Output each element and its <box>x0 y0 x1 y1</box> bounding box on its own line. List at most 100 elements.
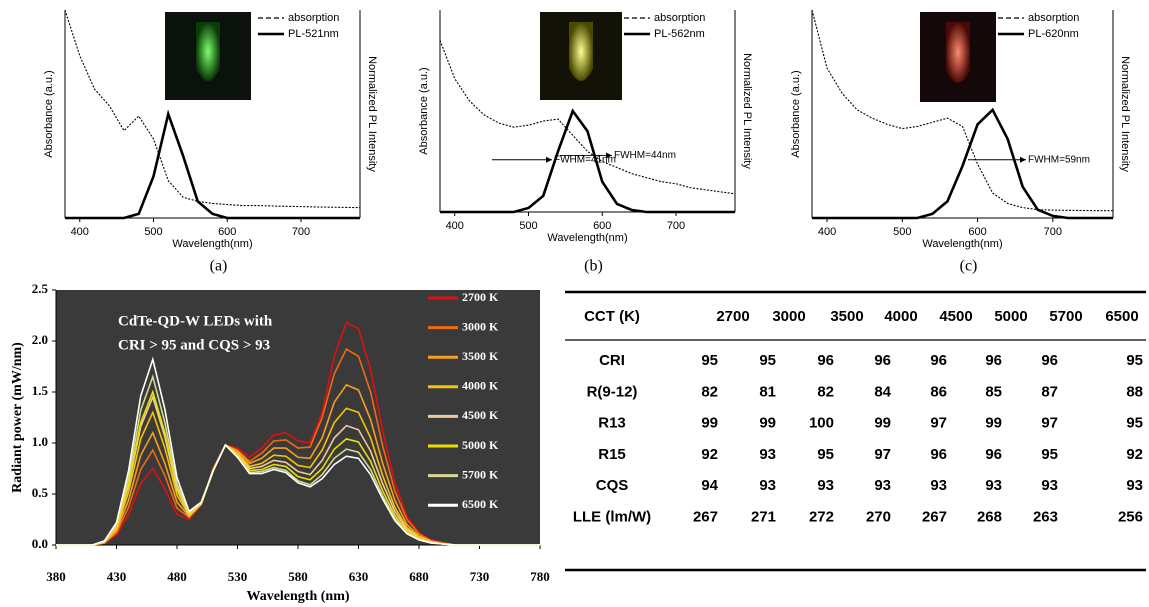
x-tick-label: 680 <box>409 569 429 584</box>
x-tick-label: 480 <box>167 569 187 584</box>
table-cell: 99 <box>759 415 776 432</box>
x-tick-label: 500 <box>893 226 911 238</box>
legend-label: 2700 K <box>462 290 499 304</box>
table-cell: 93 <box>985 477 1002 494</box>
x-tick-label: 600 <box>218 226 236 238</box>
table-cell: 97 <box>930 415 947 432</box>
x-tick-label: 500 <box>144 226 162 238</box>
table-cell: 86 <box>930 383 947 400</box>
series-line <box>440 108 735 214</box>
table-cell: 96 <box>985 352 1002 369</box>
legend-label: PL-620nm <box>1028 28 1079 40</box>
table-cell: 272 <box>809 508 834 525</box>
table-cell: 270 <box>866 508 891 525</box>
table-header-cell: 4000 <box>884 308 917 325</box>
table-cell: 95 <box>701 352 718 369</box>
annotation: FWHM=59nm <box>1028 154 1090 165</box>
x-tick-label: 700 <box>1044 226 1062 238</box>
table-cell: 96 <box>817 352 834 369</box>
annotation-arrow <box>546 156 552 163</box>
y-tick-label: 2.0 <box>32 332 48 347</box>
table-cell: 96 <box>930 446 947 463</box>
x-tick-label: 500 <box>519 220 537 232</box>
series-line <box>811 9 1113 212</box>
x-tick-label: 780 <box>530 569 550 584</box>
legend-label: PL-562nm <box>654 28 705 40</box>
x-tick-label: 380 <box>46 569 66 584</box>
table-cell: 92 <box>1126 446 1143 463</box>
table-cell: R13 <box>598 415 626 432</box>
table-cell: 93 <box>759 446 776 463</box>
y-tick-label: 0.5 <box>32 485 49 500</box>
table-cell: 94 <box>701 477 718 494</box>
x-tick-label: 400 <box>818 226 836 238</box>
table-cell: 87 <box>1041 383 1058 400</box>
table-cell: 95 <box>1041 446 1058 463</box>
y-tick-label: 0.0 <box>32 536 48 551</box>
annotation-arrow <box>606 152 612 159</box>
legend-label: 4500 K <box>462 408 499 422</box>
table-cell: 96 <box>874 352 891 369</box>
y-tick-label: 1.0 <box>32 434 48 449</box>
table-cell: 93 <box>759 477 776 494</box>
x-tick-label: 580 <box>288 569 308 584</box>
inset-photo <box>540 12 622 100</box>
series-line <box>56 356 540 546</box>
x-tick-label: 400 <box>446 220 464 232</box>
table-cell: 268 <box>977 508 1002 525</box>
table-cell: 93 <box>930 477 947 494</box>
table-cell: 88 <box>1126 383 1143 400</box>
x-axis-label: Wavelength (nm) <box>246 589 349 604</box>
table-cell: 96 <box>985 446 1002 463</box>
table-cell: 267 <box>693 508 718 525</box>
table-cell: 95 <box>1126 415 1143 432</box>
table-cell: 256 <box>1118 508 1143 525</box>
table-cell: R15 <box>598 446 626 463</box>
table-cell: 99 <box>701 415 718 432</box>
x-tick-label: 600 <box>593 220 611 232</box>
table-header-cell: 2700 <box>716 308 749 325</box>
panel-label: (c) <box>960 258 978 275</box>
legend-label: 3500 K <box>462 349 499 363</box>
table-header-cell: 3500 <box>830 308 863 325</box>
table-cell: 93 <box>1041 477 1058 494</box>
inset-photo <box>165 12 251 100</box>
table-cell: 82 <box>701 383 718 400</box>
x-tick-label: 630 <box>349 569 369 584</box>
table-cell: 97 <box>1041 415 1058 432</box>
x-tick-label: 430 <box>107 569 127 584</box>
table-cell: 99 <box>985 415 1002 432</box>
x-axis-label: Wavelength(nm) <box>547 232 627 244</box>
table-cell: 100 <box>809 415 834 432</box>
y-axis-label: Absorbance (a.u.) <box>43 70 55 157</box>
x-axis-label: Wavelength(nm) <box>922 238 1002 250</box>
table-cell: 97 <box>874 446 891 463</box>
table-cell: 96 <box>1041 352 1058 369</box>
series-line <box>812 107 1113 220</box>
x-tick-label: 530 <box>228 569 248 584</box>
table-header-cell: 6500 <box>1105 308 1138 325</box>
legend-label: absorption <box>288 12 339 24</box>
table-cell: 95 <box>817 446 834 463</box>
table-cell: 81 <box>759 383 776 400</box>
annotation: CdTe-QD-W LEDs with <box>118 313 273 329</box>
y2-axis-label: Normalized PL Intensity <box>366 56 378 172</box>
legend-label: 6500 K <box>462 497 499 511</box>
legend-label: absorption <box>1028 12 1079 24</box>
x-tick-label: 400 <box>71 226 89 238</box>
table-cell: 93 <box>1126 477 1143 494</box>
table-header-cell: CCT (K) <box>584 308 640 325</box>
table-cell: 95 <box>1126 352 1143 369</box>
y-tick-label: 2.5 <box>32 281 49 296</box>
table-header-cell: 5000 <box>994 308 1027 325</box>
legend-label: absorption <box>654 12 705 24</box>
series-line <box>64 9 361 209</box>
table-cell: 84 <box>874 383 891 400</box>
table: CCT (K) 2700 3000 3500 4000 4500 5000 5700 6500 C… <box>565 290 1146 572</box>
annotation: CRI > 95 and CQS > 93 <box>118 337 270 353</box>
annotation: FWHM=41nm <box>554 154 616 165</box>
table-cell: CQS <box>596 477 629 494</box>
x-axis-label: Wavelength(nm) <box>172 238 252 250</box>
legend-label: 4000 K <box>462 379 499 393</box>
